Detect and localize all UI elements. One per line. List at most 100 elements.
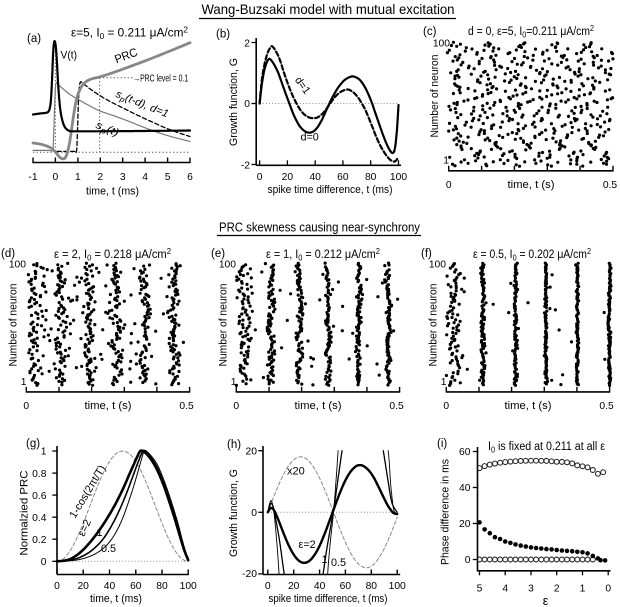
svg-text:Number of neuron: Number of neuron <box>8 283 20 366</box>
svg-text:(g): (g) <box>26 438 40 450</box>
svg-text:Number of neuron: Number of neuron <box>428 283 440 366</box>
svg-text:spike time difference, t (ms): spike time difference, t (ms) <box>269 593 388 605</box>
svg-text:time, t (s): time, t (s) <box>508 179 555 191</box>
svg-text:2: 2 <box>97 172 103 183</box>
svg-text:4: 4 <box>142 172 148 183</box>
svg-text:(a): (a) <box>27 33 41 45</box>
svg-text:ε = 1, I0 = 0.212 μA/cm2: ε = 1, I0 = 0.212 μA/cm2 <box>266 247 381 263</box>
svg-text:0: 0 <box>446 180 452 191</box>
svg-text:0: 0 <box>443 401 449 412</box>
svg-text:2: 2 <box>554 584 560 595</box>
svg-text:time, t (s): time, t (s) <box>85 400 132 412</box>
svg-text:20: 20 <box>288 581 300 592</box>
svg-text:0: 0 <box>265 581 271 592</box>
svg-text:40: 40 <box>459 483 471 494</box>
svg-text:Growth function, G: Growth function, G <box>228 58 240 146</box>
svg-text:-2: -2 <box>241 160 250 171</box>
svg-text:0: 0 <box>53 172 59 183</box>
svg-text:0: 0 <box>54 581 60 592</box>
svg-text:80: 80 <box>156 581 168 592</box>
svg-text:60: 60 <box>459 447 471 458</box>
svg-text:100: 100 <box>390 172 407 183</box>
svg-text:1: 1 <box>443 156 449 167</box>
svg-text:100: 100 <box>433 39 450 50</box>
svg-text:0.5: 0.5 <box>599 401 614 412</box>
svg-text:(i): (i) <box>437 438 447 450</box>
svg-text:time, t (s): time, t (s) <box>505 400 552 412</box>
svg-text:100: 100 <box>429 260 446 271</box>
svg-text:0.5: 0.5 <box>101 543 116 555</box>
svg-text:40: 40 <box>314 581 326 592</box>
svg-text:0: 0 <box>23 401 29 412</box>
svg-text:ε = 0.5, I0 = 0.202 μA/cm2: ε = 0.5, I0 = 0.202 μA/cm2 <box>473 247 591 263</box>
svg-text:1: 1 <box>21 377 27 388</box>
svg-text:3: 3 <box>120 172 126 183</box>
svg-text:d=0: d=0 <box>301 132 319 144</box>
svg-text:ε: ε <box>543 594 549 607</box>
svg-text:d = 0, ε=5, I0=0.211 μA/cm2: d = 0, ε=5, I0=0.211 μA/cm2 <box>468 24 594 40</box>
svg-text:0: 0 <box>257 172 263 183</box>
svg-text:40: 40 <box>309 172 321 183</box>
svg-text:1: 1 <box>441 377 447 388</box>
svg-text:(c): (c) <box>423 26 437 38</box>
svg-text:Number of neuron: Number of neuron <box>429 54 441 137</box>
svg-text:→PRC level = 0.1: →PRC level = 0.1 <box>133 73 188 84</box>
svg-text:1: 1 <box>580 584 586 595</box>
svg-text:80: 80 <box>366 581 378 592</box>
svg-text:Wang-Buzsaki model with mutual: Wang-Buzsaki model with mutual excitatio… <box>202 1 455 17</box>
svg-text:0.5: 0.5 <box>331 557 346 569</box>
svg-text:ε=5, I0 = 0.211 μA/cm2: ε=5, I0 = 0.211 μA/cm 2 <box>71 26 189 42</box>
svg-text:PRC skewness causing near-sync: PRC skewness causing near-synchrony <box>219 221 421 235</box>
svg-text:1: 1 <box>97 527 103 539</box>
svg-text:I0 is fixed at 0.211 at all ε: I0 is fixed at 0.211 at all ε <box>488 441 605 455</box>
svg-text:3: 3 <box>528 584 534 595</box>
svg-text:Growth function, G: Growth function, G <box>228 469 240 557</box>
svg-text:(e): (e) <box>211 248 225 260</box>
svg-text:0.8: 0.8 <box>32 469 47 480</box>
svg-text:20: 20 <box>282 172 294 183</box>
svg-text:0.6: 0.6 <box>32 491 47 502</box>
svg-text:5: 5 <box>165 172 171 183</box>
svg-text:0: 0 <box>605 584 611 595</box>
svg-text:1: 1 <box>41 447 47 458</box>
svg-text:100: 100 <box>219 260 236 271</box>
svg-text:ε = 2, I0 = 0.218 μA/cm2: ε = 2, I0 = 0.218 μA/cm2 <box>54 247 172 263</box>
svg-text:6: 6 <box>187 172 193 183</box>
svg-text:0.4: 0.4 <box>32 513 47 524</box>
svg-text:-1: -1 <box>28 172 37 183</box>
svg-text:1: 1 <box>231 377 237 388</box>
svg-text:time, t (ms): time, t (ms) <box>90 593 142 605</box>
svg-text:(h): (h) <box>227 439 241 451</box>
svg-text:4: 4 <box>502 584 508 595</box>
svg-text:20: 20 <box>77 581 89 592</box>
svg-text:60: 60 <box>337 172 349 183</box>
svg-text:0: 0 <box>233 401 239 412</box>
svg-text:Phase difference in ms: Phase difference in ms <box>440 459 452 565</box>
svg-text:x20: x20 <box>287 466 305 478</box>
svg-text:0.5: 0.5 <box>179 401 194 412</box>
svg-text:20: 20 <box>246 446 258 457</box>
svg-text:0.5: 0.5 <box>603 180 618 191</box>
svg-text:(b): (b) <box>216 29 230 41</box>
svg-text:0: 0 <box>251 508 257 519</box>
svg-text:1: 1 <box>322 554 328 566</box>
svg-text:0.2: 0.2 <box>32 535 47 546</box>
svg-text:Normalzied PRC: Normalzied PRC <box>19 470 31 555</box>
svg-text:spike time difference, t (ms): spike time difference, t (ms) <box>268 184 393 196</box>
svg-text:1: 1 <box>75 172 81 183</box>
svg-text:100: 100 <box>180 581 197 592</box>
svg-text:2: 2 <box>244 39 250 50</box>
svg-text:(f): (f) <box>421 248 432 260</box>
svg-text:V(t): V(t) <box>61 50 78 62</box>
svg-text:0: 0 <box>244 99 250 110</box>
svg-text:40: 40 <box>104 581 116 592</box>
svg-text:80: 80 <box>365 172 377 183</box>
svg-text:60: 60 <box>130 581 142 592</box>
svg-text:5: 5 <box>477 584 483 595</box>
svg-text:(d): (d) <box>1 248 15 260</box>
svg-text:time, t (ms): time, t (ms) <box>86 186 139 198</box>
svg-text:60: 60 <box>340 581 352 592</box>
svg-text:time, t (s): time, t (s) <box>295 400 342 412</box>
svg-text:0: 0 <box>41 557 47 568</box>
svg-text:0.5: 0.5 <box>389 401 404 412</box>
